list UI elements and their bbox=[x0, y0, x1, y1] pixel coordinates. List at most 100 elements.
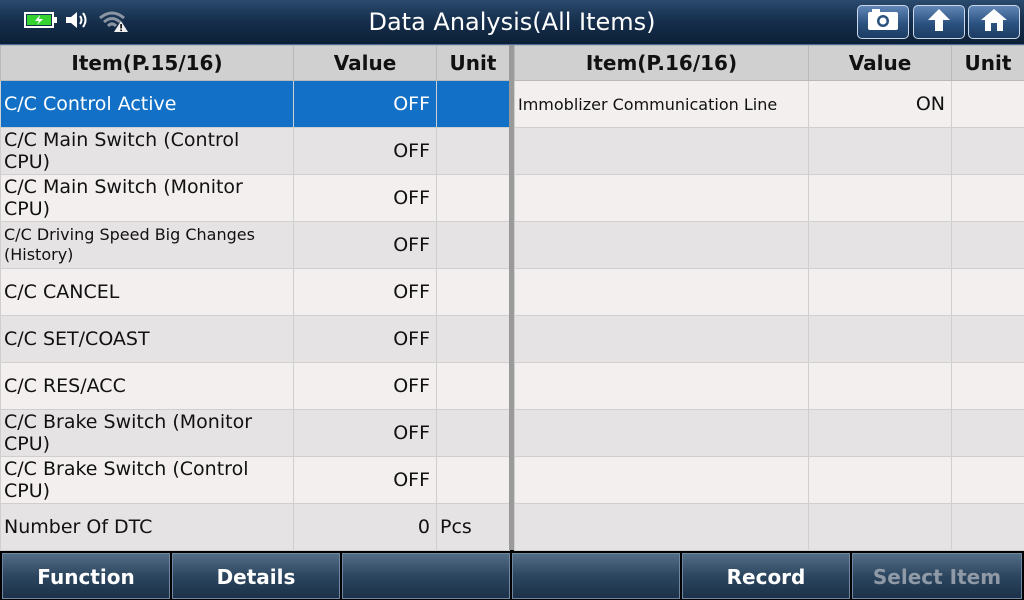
row-item: C/C Main Switch (Monitor CPU) bbox=[0, 174, 294, 222]
panel-divider bbox=[509, 45, 514, 550]
table-row[interactable]: C/C CANCEL OFF bbox=[0, 268, 510, 316]
record-button[interactable]: Record bbox=[682, 553, 850, 599]
table-row[interactable]: C/C Main Switch (Control CPU) OFF bbox=[0, 127, 510, 175]
table-row[interactable]: C/C Driving Speed Big Changes (History) … bbox=[0, 221, 510, 269]
row-item: C/C Driving Speed Big Changes (History) bbox=[0, 221, 294, 269]
table-row[interactable]: C/C Brake Switch (Control CPU) OFF bbox=[0, 456, 510, 504]
row-unit bbox=[951, 503, 1024, 551]
row-item: C/C SET/COAST bbox=[0, 315, 294, 363]
row-item bbox=[514, 456, 809, 504]
row-value: OFF bbox=[293, 127, 437, 175]
row-item bbox=[514, 268, 809, 316]
row-item: C/C Brake Switch (Control CPU) bbox=[0, 456, 294, 504]
left-data-table: Item(P.15/16) Value Unit C/C Control Act… bbox=[0, 45, 510, 551]
table-row[interactable] bbox=[514, 268, 1024, 316]
row-value bbox=[808, 268, 952, 316]
row-value bbox=[808, 409, 952, 457]
table-row[interactable] bbox=[514, 503, 1024, 551]
table-row[interactable]: Immoblizer Communication Line ON bbox=[514, 80, 1024, 128]
row-unit bbox=[436, 127, 510, 175]
screenshot-button[interactable] bbox=[857, 5, 909, 39]
table-row[interactable] bbox=[514, 315, 1024, 363]
speaker-icon bbox=[64, 9, 92, 35]
row-value: OFF bbox=[293, 315, 437, 363]
row-unit bbox=[951, 362, 1024, 410]
column-header-unit: Unit bbox=[951, 45, 1024, 81]
row-item bbox=[514, 409, 809, 457]
row-unit bbox=[436, 315, 510, 363]
row-item bbox=[514, 315, 809, 363]
right-data-table: Item(P.16/16) Value Unit Immoblizer Comm… bbox=[514, 45, 1024, 551]
row-unit bbox=[436, 221, 510, 269]
function-button[interactable]: Function bbox=[2, 553, 170, 599]
back-button[interactable] bbox=[913, 5, 965, 39]
row-unit bbox=[951, 268, 1024, 316]
row-item bbox=[514, 221, 809, 269]
up-arrow-icon bbox=[924, 7, 954, 37]
row-unit bbox=[436, 174, 510, 222]
row-unit bbox=[951, 409, 1024, 457]
row-unit bbox=[436, 456, 510, 504]
details-button[interactable]: Details bbox=[172, 553, 340, 599]
home-icon bbox=[979, 7, 1009, 37]
battery-charging-icon bbox=[24, 11, 58, 33]
row-value: ON bbox=[808, 80, 952, 128]
row-item: Immoblizer Communication Line bbox=[514, 80, 809, 128]
right-data-panel: Item(P.16/16) Value Unit Immoblizer Comm… bbox=[514, 45, 1024, 551]
select-item-button[interactable]: Select Item bbox=[852, 553, 1022, 599]
row-unit bbox=[951, 315, 1024, 363]
column-header-item: Item(P.16/16) bbox=[514, 45, 809, 81]
row-unit bbox=[436, 409, 510, 457]
row-item bbox=[514, 127, 809, 175]
page-title: Data Analysis(All Items) bbox=[368, 8, 656, 36]
table-row[interactable] bbox=[514, 174, 1024, 222]
row-unit bbox=[436, 80, 510, 128]
table-row[interactable]: C/C Brake Switch (Monitor CPU) OFF bbox=[0, 409, 510, 457]
table-row[interactable]: C/C SET/COAST OFF bbox=[0, 315, 510, 363]
table-row[interactable] bbox=[514, 456, 1024, 504]
row-item: C/C Control Active bbox=[0, 80, 294, 128]
row-item bbox=[514, 174, 809, 222]
table-header-row: Item(P.15/16) Value Unit bbox=[0, 45, 510, 81]
row-unit: Pcs bbox=[436, 503, 510, 551]
table-row[interactable]: C/C Main Switch (Monitor CPU) OFF bbox=[0, 174, 510, 222]
row-item: C/C CANCEL bbox=[0, 268, 294, 316]
column-header-value: Value bbox=[808, 45, 952, 81]
column-header-item: Item(P.15/16) bbox=[0, 45, 294, 81]
row-unit bbox=[436, 268, 510, 316]
row-unit bbox=[951, 127, 1024, 175]
row-item bbox=[514, 503, 809, 551]
row-item: C/C Brake Switch (Monitor CPU) bbox=[0, 409, 294, 457]
home-button[interactable] bbox=[968, 5, 1020, 39]
row-unit bbox=[951, 456, 1024, 504]
table-header-row: Item(P.16/16) Value Unit bbox=[514, 45, 1024, 81]
column-header-value: Value bbox=[293, 45, 437, 81]
row-value: OFF bbox=[293, 456, 437, 504]
blank-button-1[interactable] bbox=[342, 553, 510, 599]
row-value bbox=[808, 362, 952, 410]
row-item bbox=[514, 362, 809, 410]
wifi-warning-icon bbox=[98, 7, 130, 37]
table-row-selected[interactable]: C/C Control Active OFF bbox=[0, 80, 510, 128]
row-value: OFF bbox=[293, 221, 437, 269]
table-row[interactable] bbox=[514, 127, 1024, 175]
column-header-unit: Unit bbox=[436, 45, 510, 81]
row-item: C/C RES/ACC bbox=[0, 362, 294, 410]
row-value: OFF bbox=[293, 174, 437, 222]
left-data-panel: Item(P.15/16) Value Unit C/C Control Act… bbox=[0, 45, 510, 551]
camera-icon bbox=[866, 8, 900, 36]
row-value: OFF bbox=[293, 268, 437, 316]
row-item: Number Of DTC bbox=[0, 503, 294, 551]
blank-button-2[interactable] bbox=[512, 553, 680, 599]
row-value: 0 bbox=[293, 503, 437, 551]
table-row[interactable] bbox=[514, 409, 1024, 457]
table-row[interactable]: Number Of DTC 0 Pcs bbox=[0, 503, 510, 551]
row-value: OFF bbox=[293, 80, 437, 128]
row-value bbox=[808, 503, 952, 551]
table-row[interactable] bbox=[514, 362, 1024, 410]
row-unit bbox=[951, 174, 1024, 222]
table-row[interactable] bbox=[514, 221, 1024, 269]
bottom-function-bar: Function Details Record Select Item bbox=[0, 551, 1024, 600]
row-value bbox=[808, 221, 952, 269]
table-row[interactable]: C/C RES/ACC OFF bbox=[0, 362, 510, 410]
